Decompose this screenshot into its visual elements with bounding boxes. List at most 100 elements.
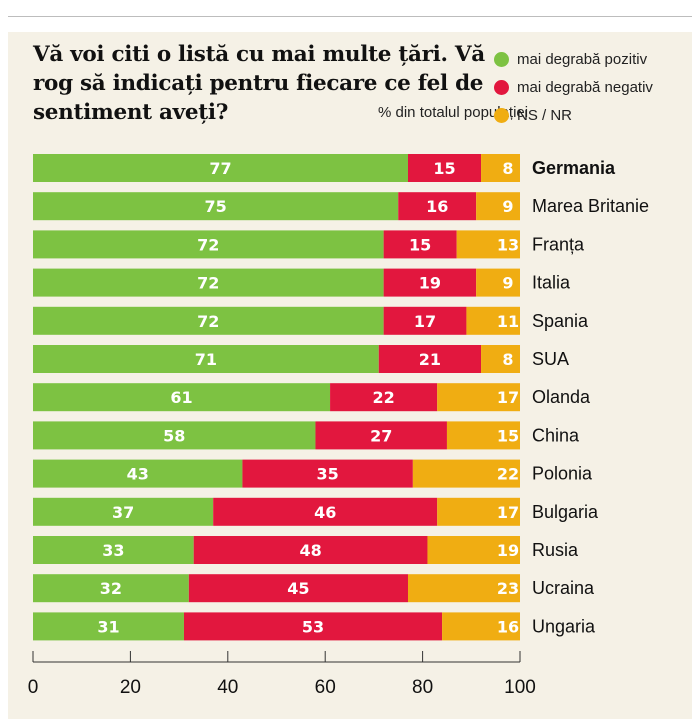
bar-negative-sua: [378, 345, 482, 373]
bar-label-negative-germania: 15: [433, 159, 455, 178]
bar-nsnr-bulgaria: [437, 497, 520, 526]
x-tick-label-80: 80: [412, 677, 433, 698]
legend-swatch-nsnr: [494, 107, 509, 123]
bar-label-positive-germania: 77: [209, 159, 231, 178]
bar-nsnr-olanda: [437, 383, 520, 412]
legend-item-nsnr: NS / NR: [494, 103, 653, 127]
bar-positive-polonia: [33, 459, 243, 488]
bar-label-positive-ungaria: 31: [97, 617, 119, 636]
bar-label-nsnr-rusia: 19: [497, 541, 519, 560]
bar-label-negative-olanda: 22: [373, 388, 395, 407]
category-label-china: China: [532, 425, 580, 445]
category-label-franta: Franța: [532, 234, 585, 254]
bar-label-positive-italia: 72: [197, 274, 219, 293]
category-label-germania: Germania: [532, 158, 616, 178]
bar-nsnr-franta: [456, 230, 520, 259]
bar-negative-italia: [383, 268, 477, 297]
bar-label-nsnr-olanda: 17: [497, 388, 519, 407]
bar-label-positive-ucraina: 32: [100, 579, 122, 598]
unit-label: % din totalul populației: [378, 104, 529, 121]
category-label-olanda: Olanda: [532, 387, 591, 407]
bar-nsnr-ungaria: [442, 612, 520, 641]
bar-negative-rusia: [193, 536, 428, 564]
category-label-spania: Spania: [532, 311, 589, 331]
bar-label-negative-polonia: 35: [317, 465, 339, 484]
bar-label-negative-ungaria: 53: [302, 617, 324, 636]
bar-nsnr-marea-britanie: [476, 192, 520, 221]
category-label-ungaria: Ungaria: [532, 616, 596, 636]
top-rule: [8, 16, 692, 17]
bar-label-nsnr-germania: 8: [502, 159, 513, 178]
bar-positive-marea-britanie: [33, 192, 399, 221]
bar-nsnr-rusia: [427, 536, 520, 564]
legend-item-negative: mai degrabă negativ: [494, 75, 653, 99]
bar-negative-bulgaria: [213, 497, 438, 526]
category-label-rusia: Rusia: [532, 540, 579, 560]
category-label-polonia: Polonia: [532, 464, 593, 484]
bar-negative-germania: [407, 154, 482, 182]
bar-label-nsnr-marea-britanie: 9: [502, 197, 513, 216]
bar-label-negative-ucraina: 45: [287, 579, 309, 598]
category-label-ucraina: Ucraina: [532, 578, 595, 598]
bar-label-nsnr-ungaria: 16: [497, 617, 519, 636]
legend-item-positive: mai degrabă pozitiv: [494, 47, 653, 71]
bar-positive-bulgaria: [33, 497, 214, 526]
bar-negative-ungaria: [183, 612, 443, 641]
bar-label-positive-marea-britanie: 75: [204, 197, 226, 216]
bar-nsnr-sua: [481, 345, 520, 373]
bar-label-nsnr-bulgaria: 17: [497, 503, 519, 522]
x-tick-label-100: 100: [504, 677, 536, 698]
bar-label-negative-rusia: 48: [299, 541, 321, 560]
bar-label-nsnr-spania: 11: [497, 312, 519, 331]
x-tick-label-40: 40: [217, 677, 238, 698]
x-tick-label-0: 0: [28, 677, 39, 698]
bar-negative-polonia: [242, 459, 413, 488]
bar-negative-china: [315, 421, 447, 450]
bar-label-positive-china: 58: [163, 426, 185, 445]
bar-positive-rusia: [33, 536, 194, 564]
category-label-italia: Italia: [532, 273, 571, 293]
legend: mai degrabă pozitiv mai degrabă negativ …: [494, 47, 653, 131]
bar-nsnr-germania: [481, 154, 520, 182]
bar-label-negative-franta: 15: [409, 235, 431, 254]
bar-negative-franta: [383, 230, 457, 259]
bar-label-positive-bulgaria: 37: [112, 503, 134, 522]
bar-positive-franta: [33, 230, 384, 259]
bar-label-negative-spania: 17: [414, 312, 436, 331]
bar-nsnr-polonia: [412, 459, 520, 488]
category-label-sua: SUA: [532, 349, 569, 369]
category-label-bulgaria: Bulgaria: [532, 502, 599, 522]
bar-nsnr-italia: [476, 268, 520, 297]
bar-label-negative-china: 27: [370, 426, 392, 445]
bar-nsnr-ucraina: [407, 574, 520, 603]
bar-negative-spania: [383, 306, 467, 335]
legend-label-nsnr: NS / NR: [517, 106, 573, 124]
bar-label-negative-marea-britanie: 16: [426, 197, 448, 216]
bar-label-nsnr-china: 15: [497, 426, 519, 445]
bar-positive-germania: [33, 154, 408, 182]
bar-negative-olanda: [330, 383, 438, 412]
bar-label-positive-rusia: 33: [102, 541, 124, 560]
bar-label-nsnr-ucraina: 23: [497, 579, 519, 598]
bar-label-positive-polonia: 43: [127, 465, 149, 484]
category-label-marea-britanie: Marea Britanie: [532, 196, 649, 216]
bar-nsnr-spania: [466, 306, 520, 335]
chart-title: Vă voi citi o listă cu mai multe țări. V…: [33, 42, 485, 125]
bar-positive-ucraina: [33, 574, 189, 603]
bar-label-positive-olanda: 61: [170, 388, 192, 407]
bar-positive-olanda: [33, 383, 331, 412]
x-tick-label-20: 20: [120, 677, 141, 698]
bar-positive-ungaria: [33, 612, 184, 641]
bar-label-negative-sua: 21: [419, 350, 441, 369]
bar-label-negative-italia: 19: [419, 274, 441, 293]
bar-negative-marea-britanie: [398, 192, 477, 221]
bar-label-negative-bulgaria: 46: [314, 503, 336, 522]
bar-label-positive-sua: 71: [195, 350, 217, 369]
legend-label-positive: mai degrabă pozitiv: [517, 50, 648, 68]
chart-background: [8, 32, 692, 719]
bar-positive-italia: [33, 268, 384, 297]
bar-nsnr-china: [446, 421, 520, 450]
x-tick-label-60: 60: [315, 677, 336, 698]
legend-label-negative: mai degrabă negativ: [517, 78, 653, 96]
